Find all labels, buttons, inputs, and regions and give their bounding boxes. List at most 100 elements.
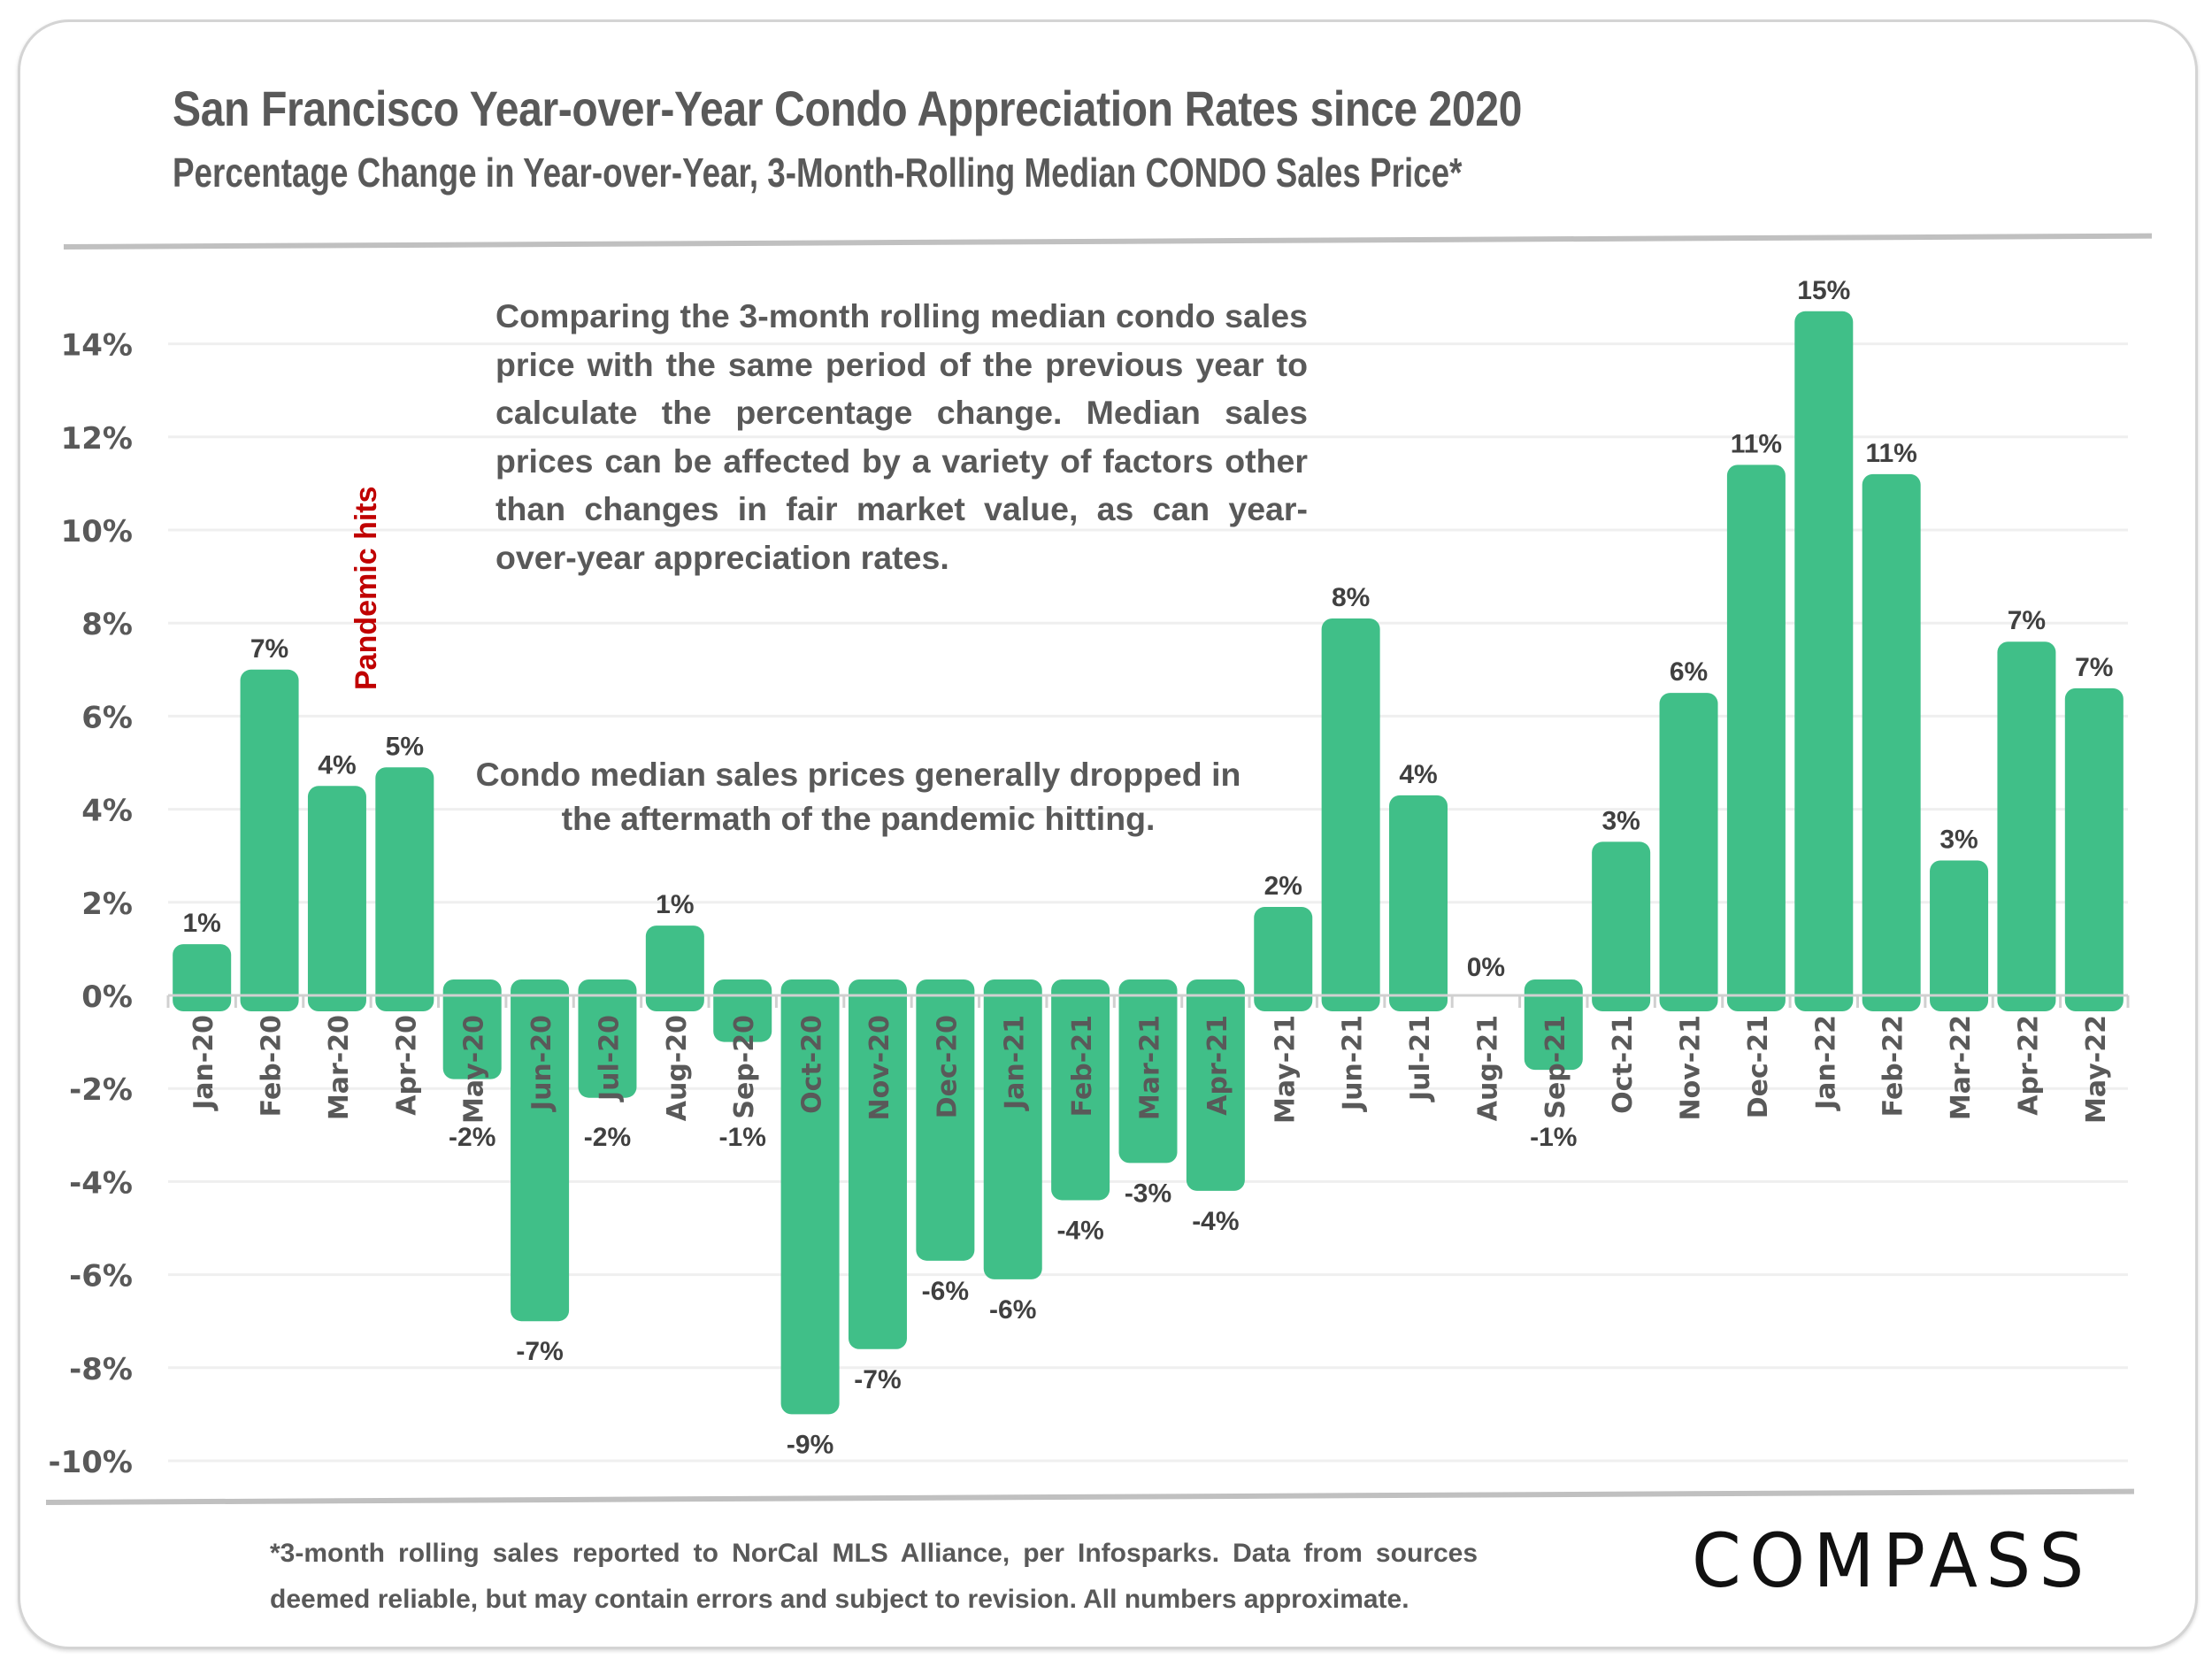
y-tick-label: -6% bbox=[69, 1259, 133, 1294]
data-label: 3% bbox=[1601, 806, 1640, 835]
x-tick-label: May-21 bbox=[1270, 1015, 1301, 1124]
bar bbox=[1592, 841, 1651, 1011]
x-tick-label: Mar-21 bbox=[1135, 1015, 1166, 1120]
x-tick-label: Apr-20 bbox=[391, 1015, 422, 1116]
x-tick-label: May-20 bbox=[459, 1015, 490, 1124]
bar bbox=[1118, 979, 1178, 1164]
pandemic-hits-marker: Pandemic hits bbox=[349, 486, 383, 690]
chart-subtitle: Percentage Change in Year-over-Year, 3-M… bbox=[173, 150, 1463, 196]
y-tick-label: -2% bbox=[69, 1072, 133, 1108]
x-axis bbox=[166, 994, 2130, 1008]
bar bbox=[645, 926, 704, 1011]
data-labels: 1% 7% 4% 5% -2% -7% -2% 1% -1% -9% -7% -6% -6% -4% -3%… bbox=[183, 276, 2114, 1460]
data-label: -9% bbox=[787, 1430, 833, 1459]
bar bbox=[1051, 979, 1110, 1201]
bar bbox=[375, 767, 434, 1011]
y-tick-label: -4% bbox=[69, 1165, 133, 1201]
data-label: -1% bbox=[719, 1123, 766, 1152]
data-label: -7% bbox=[516, 1337, 563, 1366]
data-label: -2% bbox=[449, 1123, 495, 1152]
bar bbox=[511, 979, 570, 1322]
x-tick-label: Jul-20 bbox=[594, 1015, 625, 1102]
x-tick-label: Feb-20 bbox=[257, 1015, 288, 1117]
y-tick-label: 4% bbox=[81, 794, 133, 829]
bar bbox=[173, 944, 232, 1011]
bar bbox=[1726, 465, 1786, 1011]
bar bbox=[2064, 687, 2124, 1011]
x-tick-label: Mar-20 bbox=[324, 1015, 355, 1120]
y-tick-label: 10% bbox=[61, 514, 133, 549]
data-label: -2% bbox=[584, 1123, 631, 1152]
data-label: 2% bbox=[1264, 872, 1302, 901]
y-tick-label: 2% bbox=[81, 887, 133, 922]
data-label: 3% bbox=[1939, 825, 1978, 854]
data-label: 1% bbox=[656, 890, 694, 919]
y-tick-label: 14% bbox=[61, 328, 133, 364]
x-tick-label: Nov-21 bbox=[1676, 1015, 1707, 1120]
bar bbox=[1862, 473, 1921, 1011]
data-label: 7% bbox=[2008, 606, 2046, 635]
x-tick-label: Apr-22 bbox=[2013, 1015, 2044, 1116]
bar bbox=[1254, 907, 1313, 1011]
bar bbox=[1930, 860, 1989, 1011]
x-tick-label: Dec-20 bbox=[932, 1015, 963, 1118]
data-label: -1% bbox=[1530, 1123, 1577, 1152]
data-label: 1% bbox=[183, 909, 221, 938]
x-tick-label: Apr-21 bbox=[1202, 1015, 1233, 1116]
x-tick-label: May-22 bbox=[2081, 1015, 2112, 1124]
x-axis-tick-labels: Jan-20 Feb-20 Mar-20 Apr-20 May-20 Jun-20 Jul-… bbox=[188, 1015, 2112, 1124]
bar bbox=[1389, 795, 1448, 1011]
data-label: 15% bbox=[1797, 276, 1850, 305]
x-tick-label: Aug-20 bbox=[662, 1015, 693, 1121]
x-tick-label: Oct-20 bbox=[797, 1015, 828, 1114]
bar bbox=[1794, 311, 1854, 1011]
y-tick-label: 8% bbox=[81, 607, 133, 642]
data-label: -4% bbox=[1192, 1207, 1239, 1236]
bar bbox=[1659, 693, 1718, 1011]
y-tick-label: 0% bbox=[81, 979, 133, 1015]
data-label: 7% bbox=[250, 634, 288, 664]
bar bbox=[916, 979, 975, 1261]
x-tick-label: Feb-21 bbox=[1067, 1015, 1098, 1117]
x-tick-label: Jan-22 bbox=[1810, 1015, 1841, 1111]
y-axis-tick-labels: 14% 12% 10% 8% 6% 4% 2% 0% -2% -4% -6% -8% -10% bbox=[49, 328, 134, 1480]
bar bbox=[983, 979, 1042, 1279]
data-label: -6% bbox=[922, 1277, 969, 1306]
x-tick-label: Sep-21 bbox=[1540, 1015, 1571, 1119]
data-label: 5% bbox=[386, 732, 424, 761]
y-tick-label: -10% bbox=[49, 1445, 134, 1480]
x-tick-label: Jun-20 bbox=[526, 1015, 557, 1112]
bar bbox=[240, 669, 299, 1011]
bars bbox=[173, 311, 2124, 1415]
x-tick-label: Jan-20 bbox=[188, 1015, 219, 1111]
x-tick-label: Oct-21 bbox=[1608, 1015, 1639, 1114]
bar bbox=[1997, 641, 2056, 1011]
y-tick-label: -8% bbox=[69, 1352, 133, 1387]
x-tick-label: Jun-21 bbox=[1338, 1015, 1369, 1112]
data-label: -6% bbox=[989, 1295, 1036, 1325]
data-label: 4% bbox=[1399, 760, 1437, 789]
x-tick-label: Sep-20 bbox=[729, 1015, 760, 1119]
data-label: 6% bbox=[1670, 657, 1708, 687]
data-label: 11% bbox=[1731, 429, 1782, 458]
x-tick-label: Feb-22 bbox=[1878, 1015, 1909, 1117]
pandemic-drop-annotation: Condo median sales prices generally drop… bbox=[475, 756, 1241, 837]
x-tick-label: Mar-22 bbox=[1946, 1015, 1977, 1120]
data-label: -3% bbox=[1125, 1179, 1171, 1208]
data-label: 11% bbox=[1865, 439, 1916, 468]
bar bbox=[1186, 979, 1245, 1191]
x-tick-label: Jul-21 bbox=[1405, 1015, 1436, 1102]
bar bbox=[578, 979, 637, 1098]
bar bbox=[848, 979, 907, 1349]
chart-title: San Francisco Year-over-Year Condo Appre… bbox=[173, 81, 1522, 136]
data-label: 7% bbox=[2075, 653, 2113, 682]
data-label: -4% bbox=[1056, 1216, 1103, 1245]
x-tick-label: Jan-21 bbox=[1000, 1015, 1031, 1111]
data-label: 0% bbox=[1467, 953, 1505, 982]
methodology-annotation: Comparing the 3-month rolling median con… bbox=[495, 297, 1308, 576]
footnote: *3-month rolling sales reported to NorCa… bbox=[270, 1539, 1478, 1614]
y-tick-label: 12% bbox=[61, 421, 133, 457]
x-tick-label: Nov-20 bbox=[864, 1015, 895, 1120]
y-tick-label: 6% bbox=[81, 700, 133, 735]
data-label: 8% bbox=[1332, 583, 1370, 612]
